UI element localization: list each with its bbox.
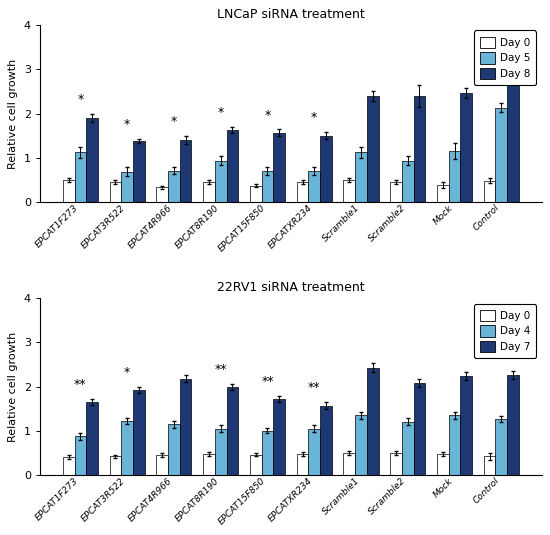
Text: **: **	[214, 363, 227, 376]
Bar	[507, 374, 519, 475]
Bar	[122, 172, 133, 202]
Bar	[309, 429, 320, 475]
Bar	[109, 456, 122, 475]
Text: **: **	[308, 381, 321, 394]
Bar	[273, 133, 285, 202]
Bar	[133, 389, 145, 475]
Bar	[484, 181, 496, 202]
Text: *: *	[124, 118, 130, 131]
Bar	[390, 453, 402, 475]
Bar	[63, 457, 75, 475]
Bar	[343, 180, 355, 202]
Bar	[227, 387, 238, 475]
Bar	[320, 136, 332, 202]
Bar	[75, 152, 86, 202]
Bar	[449, 151, 460, 202]
Bar	[180, 140, 191, 202]
Bar	[203, 182, 215, 202]
Text: *: *	[218, 106, 224, 119]
Bar	[402, 422, 414, 475]
Bar	[320, 406, 332, 475]
Bar	[168, 424, 180, 475]
Legend: Day 0, Day 5, Day 8: Day 0, Day 5, Day 8	[474, 30, 536, 86]
Title: 22RV1 siRNA treatment: 22RV1 siRNA treatment	[217, 281, 365, 294]
Bar	[122, 421, 133, 475]
Bar	[133, 141, 145, 202]
Bar	[63, 180, 75, 202]
Text: *: *	[311, 111, 317, 124]
Bar	[156, 187, 168, 202]
Text: *: *	[171, 115, 177, 128]
Bar	[156, 455, 168, 475]
Bar	[296, 454, 309, 475]
Bar	[227, 131, 238, 202]
Bar	[109, 182, 122, 202]
Bar	[390, 182, 402, 202]
Bar	[460, 93, 472, 202]
Bar	[367, 368, 378, 475]
Bar	[215, 429, 227, 475]
Bar	[496, 108, 507, 202]
Y-axis label: Relative cell growth: Relative cell growth	[8, 58, 18, 169]
Text: *: *	[124, 365, 130, 379]
Bar	[296, 182, 309, 202]
Bar	[437, 185, 449, 202]
Bar	[355, 415, 367, 475]
Bar	[343, 453, 355, 475]
Bar	[484, 456, 496, 475]
Bar	[414, 96, 425, 202]
Text: *: *	[265, 109, 271, 121]
Bar	[449, 415, 460, 475]
Bar	[168, 171, 180, 202]
Bar	[496, 419, 507, 475]
Text: *: *	[77, 94, 84, 106]
Text: **: **	[74, 378, 87, 391]
Bar	[273, 399, 285, 475]
Title: LNCaP siRNA treatment: LNCaP siRNA treatment	[217, 9, 365, 21]
Bar	[250, 186, 262, 202]
Bar	[215, 161, 227, 202]
Bar	[437, 454, 449, 475]
Bar	[180, 379, 191, 475]
Bar	[86, 118, 98, 202]
Bar	[507, 70, 519, 202]
Text: **: **	[261, 375, 274, 388]
Bar	[402, 161, 414, 202]
Y-axis label: Relative cell growth: Relative cell growth	[8, 332, 18, 442]
Bar	[367, 96, 378, 202]
Bar	[460, 376, 472, 475]
Bar	[86, 402, 98, 475]
Bar	[309, 171, 320, 202]
Bar	[250, 455, 262, 475]
Bar	[262, 431, 273, 475]
Bar	[355, 152, 367, 202]
Bar	[75, 437, 86, 475]
Bar	[262, 171, 273, 202]
Legend: Day 0, Day 4, Day 7: Day 0, Day 4, Day 7	[474, 303, 536, 358]
Bar	[414, 383, 425, 475]
Bar	[203, 454, 215, 475]
